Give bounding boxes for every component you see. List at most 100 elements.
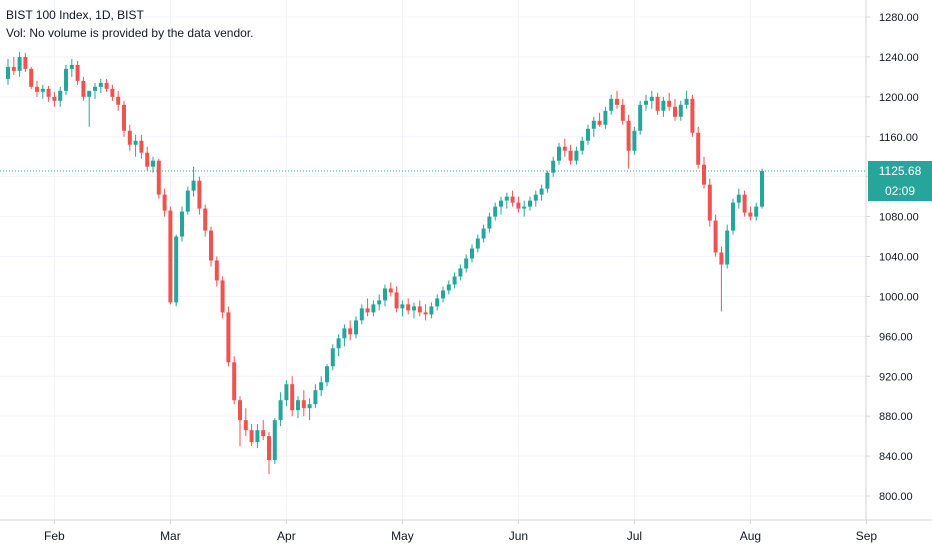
candle-body (406, 304, 411, 311)
candle-body (597, 120, 602, 125)
candle (568, 144, 573, 165)
candle (620, 98, 625, 125)
candle (278, 392, 283, 427)
candle (174, 234, 179, 307)
candle (313, 384, 318, 409)
volume-note: Vol: No volume is provided by the data v… (6, 26, 254, 40)
candle-body (365, 308, 370, 313)
candle-body (539, 188, 544, 195)
candle (383, 284, 387, 307)
candle (98, 78, 103, 93)
candle (348, 320, 353, 341)
candle-body (516, 202, 521, 209)
candle-body (81, 80, 86, 97)
candle (702, 156, 706, 189)
candle-body (684, 98, 689, 105)
price-scale: 800.00 840.00 880.00 920.00 960.00 1000.00 104… (866, 12, 919, 503)
candle (145, 146, 150, 171)
candle (6, 58, 10, 85)
candle-body (127, 130, 132, 145)
candle (481, 224, 486, 243)
price-tick-label: 1040.00 (879, 252, 919, 264)
candle-body (423, 312, 428, 315)
candle (423, 304, 428, 321)
candle-body (156, 160, 161, 195)
candle (325, 364, 329, 387)
candle-body (139, 140, 144, 153)
candle-body (336, 338, 341, 349)
candle-body (197, 180, 202, 209)
candle (238, 396, 242, 447)
candle (725, 224, 730, 269)
candle (197, 176, 202, 215)
candle (533, 190, 538, 207)
candle-body (568, 150, 573, 161)
candle-body (464, 258, 469, 269)
candle (487, 212, 492, 233)
chart-grid (0, 0, 867, 520)
candle-body (696, 132, 701, 165)
candle-body (35, 86, 39, 92)
candle (504, 192, 509, 209)
candle-body (394, 292, 399, 309)
symbol-title[interactable]: BIST 100 Index, 1D, BIST (6, 8, 144, 22)
candle-body (388, 288, 393, 293)
candle (209, 226, 213, 267)
candle-body (145, 152, 150, 167)
candle-body (626, 120, 631, 151)
price-tick-label: 800.00 (879, 491, 913, 503)
candle-body (203, 208, 208, 231)
candle-body (412, 306, 416, 311)
candle-body (87, 90, 92, 97)
candle (243, 408, 248, 437)
candle-body (673, 106, 677, 117)
candle (661, 96, 666, 117)
candle (539, 184, 544, 201)
candle (23, 52, 28, 72)
candle (40, 84, 45, 99)
candle-body (232, 362, 237, 401)
candle-body (243, 420, 248, 431)
candle (81, 76, 86, 101)
candle (516, 196, 521, 213)
candle (342, 324, 347, 347)
candle-body (290, 384, 295, 411)
candle-body (736, 194, 741, 203)
time-tick-label: May (391, 529, 414, 543)
candle (354, 316, 358, 339)
candle (649, 90, 654, 109)
candle-body (475, 238, 480, 249)
candle (417, 300, 422, 317)
candle (226, 306, 231, 367)
candle (470, 244, 474, 263)
candle (255, 424, 260, 449)
time-tick-label: Mar (160, 529, 181, 543)
candle (412, 302, 416, 319)
candle (400, 300, 405, 317)
candle-body (441, 290, 445, 299)
candle-body (64, 68, 68, 91)
candle-body (760, 170, 764, 207)
candle (394, 286, 399, 313)
price-tick-label: 1000.00 (879, 291, 919, 303)
candle (272, 418, 277, 465)
time-scale-background[interactable] (0, 520, 866, 550)
candle (191, 166, 196, 197)
candle (377, 294, 382, 311)
candle-body (481, 228, 486, 239)
price-scale-background[interactable] (866, 0, 932, 550)
candle (603, 106, 608, 129)
candle-body (574, 150, 579, 161)
candle-body (713, 220, 718, 253)
time-tick-label: Jul (627, 529, 642, 543)
candle-body (98, 82, 103, 87)
candle-body (551, 160, 556, 173)
candle-body (487, 216, 492, 229)
price-tick-label: 1280.00 (879, 12, 919, 24)
candle-body (17, 56, 22, 71)
candle-body (545, 172, 550, 189)
candle (75, 60, 80, 85)
candle-body (609, 98, 614, 111)
candle (116, 90, 121, 111)
